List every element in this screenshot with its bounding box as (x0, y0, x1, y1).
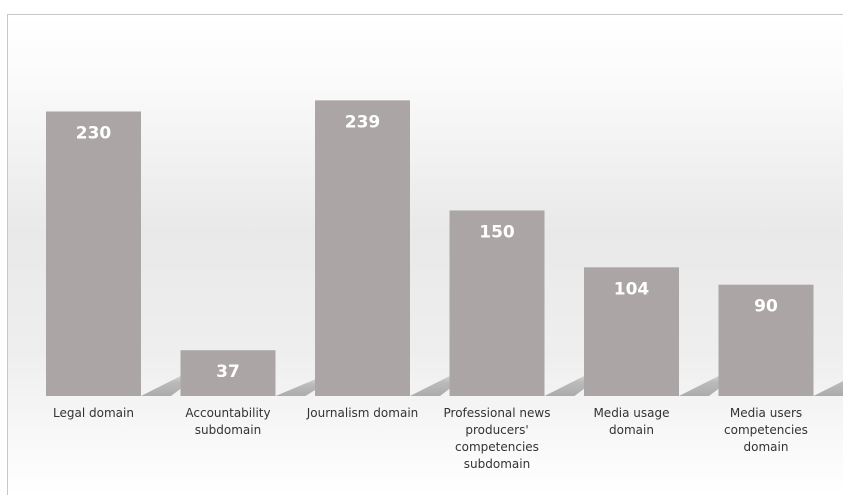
bar (449, 210, 545, 396)
category-label-line: Media users (730, 406, 802, 420)
bar (315, 100, 410, 397)
data-label: 239 (345, 112, 381, 132)
category-label-line: Journalism domain (306, 406, 419, 420)
category-label: Media users competencies domain (724, 406, 808, 454)
category-label-line: subdomain (195, 423, 261, 437)
category-label-line: Professional news (444, 406, 551, 420)
bar (584, 267, 679, 396)
bar (46, 111, 141, 397)
category-label-line: domain (609, 423, 654, 437)
bar (180, 350, 276, 396)
category-label-line: competencies (724, 423, 808, 437)
category-label-line: Legal domain (53, 406, 134, 420)
category-label: Journalism domain (306, 406, 419, 420)
bars (46, 100, 814, 397)
bar-shadow (813, 381, 843, 396)
data-label: 104 (614, 279, 650, 299)
category-label: Legal domain (53, 406, 134, 420)
category-label-line: producers' (465, 423, 528, 437)
category-label: Professional news producers' competencies s… (444, 406, 551, 471)
data-label: 37 (216, 362, 240, 382)
category-label-line: Accountability (185, 406, 270, 420)
data-label: 230 (76, 123, 112, 143)
category-label-line: competencies (455, 440, 539, 454)
category-label-line: subdomain (464, 457, 530, 471)
category-label-line: domain (744, 440, 789, 454)
data-label: 150 (479, 222, 515, 242)
data-label: 90 (754, 297, 778, 317)
bar (718, 284, 814, 396)
category-labels: Legal domain Accountability subdomain Journ… (53, 406, 808, 471)
bar-chart: 230 37 239 150 104 90 Legal domain Accountabil… (46, 100, 843, 471)
category-label-line: Media usage (593, 406, 669, 420)
value-labels: 230 37 239 150 104 90 (76, 112, 778, 382)
category-label: Accountability subdomain (185, 406, 270, 437)
category-label: Media usage domain (593, 406, 669, 437)
chart-frame: 230 37 239 150 104 90 Legal domain Accountabil… (7, 14, 843, 495)
